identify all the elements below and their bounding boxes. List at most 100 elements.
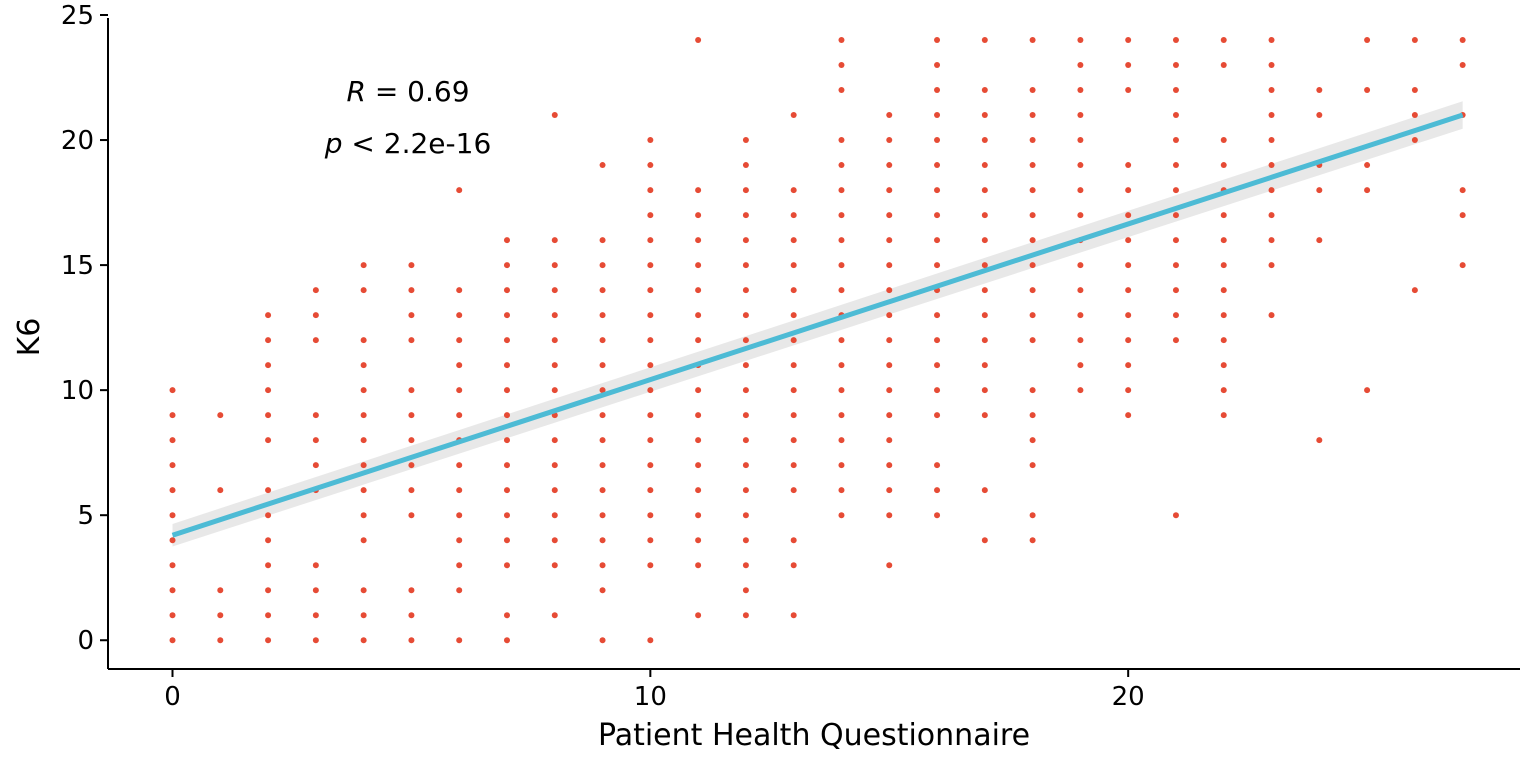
data-point — [1077, 212, 1084, 219]
data-point — [360, 612, 367, 619]
data-point — [1172, 337, 1179, 344]
data-point — [1077, 112, 1084, 119]
data-point — [456, 587, 463, 594]
data-point — [647, 337, 654, 344]
data-point — [1268, 37, 1275, 44]
data-point — [503, 512, 510, 519]
data-point — [1077, 187, 1084, 194]
data-point — [934, 62, 941, 69]
data-point — [1125, 187, 1132, 194]
data-point — [503, 612, 510, 619]
data-point — [456, 412, 463, 419]
data-point — [647, 562, 654, 569]
data-point — [886, 112, 893, 119]
data-point — [934, 37, 941, 44]
data-point — [312, 437, 319, 444]
data-point — [265, 537, 272, 544]
data-point — [169, 637, 176, 644]
data-point — [981, 362, 988, 369]
data-point — [981, 262, 988, 269]
data-point — [360, 512, 367, 519]
data-point — [886, 312, 893, 319]
data-point — [408, 437, 415, 444]
data-point — [1220, 387, 1227, 394]
data-point — [551, 612, 558, 619]
data-point — [695, 537, 702, 544]
data-point — [1220, 212, 1227, 219]
data-point — [981, 112, 988, 119]
data-point — [1077, 62, 1084, 69]
data-point — [503, 287, 510, 294]
data-point — [551, 362, 558, 369]
data-point — [1125, 412, 1132, 419]
data-point — [408, 387, 415, 394]
data-point — [456, 562, 463, 569]
data-point — [1077, 362, 1084, 369]
data-point — [551, 287, 558, 294]
data-point — [1172, 312, 1179, 319]
data-point — [1077, 162, 1084, 169]
data-point — [1029, 262, 1036, 269]
data-point — [886, 337, 893, 344]
data-point — [1125, 62, 1132, 69]
data-point — [1029, 112, 1036, 119]
data-point — [695, 262, 702, 269]
data-point — [360, 637, 367, 644]
data-point — [1172, 262, 1179, 269]
data-point — [1077, 262, 1084, 269]
data-point — [1077, 37, 1084, 44]
data-point — [742, 237, 749, 244]
data-point — [1125, 362, 1132, 369]
data-point — [647, 362, 654, 369]
data-point — [1029, 537, 1036, 544]
data-point — [790, 112, 797, 119]
data-point — [886, 137, 893, 144]
data-point — [790, 562, 797, 569]
data-point — [838, 512, 845, 519]
data-point — [503, 562, 510, 569]
data-point — [647, 537, 654, 544]
y-tick-label: 10 — [61, 376, 94, 406]
data-point — [1029, 412, 1036, 419]
data-point — [1411, 287, 1418, 294]
data-point — [981, 412, 988, 419]
data-point — [312, 312, 319, 319]
data-point — [742, 212, 749, 219]
data-point — [838, 487, 845, 494]
data-point — [790, 187, 797, 194]
data-point — [456, 487, 463, 494]
data-point — [360, 587, 367, 594]
data-point — [886, 212, 893, 219]
p-symbol: p — [324, 127, 343, 160]
data-point — [647, 312, 654, 319]
data-point — [456, 287, 463, 294]
data-point — [551, 237, 558, 244]
data-point — [1172, 162, 1179, 169]
data-point — [695, 287, 702, 294]
data-point — [742, 387, 749, 394]
data-point — [360, 462, 367, 469]
data-point — [599, 337, 606, 344]
y-tick-label: 0 — [77, 626, 94, 656]
data-point — [742, 462, 749, 469]
data-point — [1268, 137, 1275, 144]
data-point — [169, 412, 176, 419]
data-point — [360, 487, 367, 494]
data-point — [551, 487, 558, 494]
data-point — [886, 462, 893, 469]
data-point — [695, 437, 702, 444]
data-point — [981, 387, 988, 394]
data-point — [695, 487, 702, 494]
data-point — [790, 312, 797, 319]
data-point — [981, 137, 988, 144]
data-point — [217, 487, 224, 494]
data-point — [742, 362, 749, 369]
data-point — [981, 487, 988, 494]
data-point — [551, 337, 558, 344]
data-point — [599, 312, 606, 319]
data-point — [599, 637, 606, 644]
data-point — [551, 462, 558, 469]
data-point — [934, 312, 941, 319]
data-point — [934, 87, 941, 94]
data-point — [551, 262, 558, 269]
